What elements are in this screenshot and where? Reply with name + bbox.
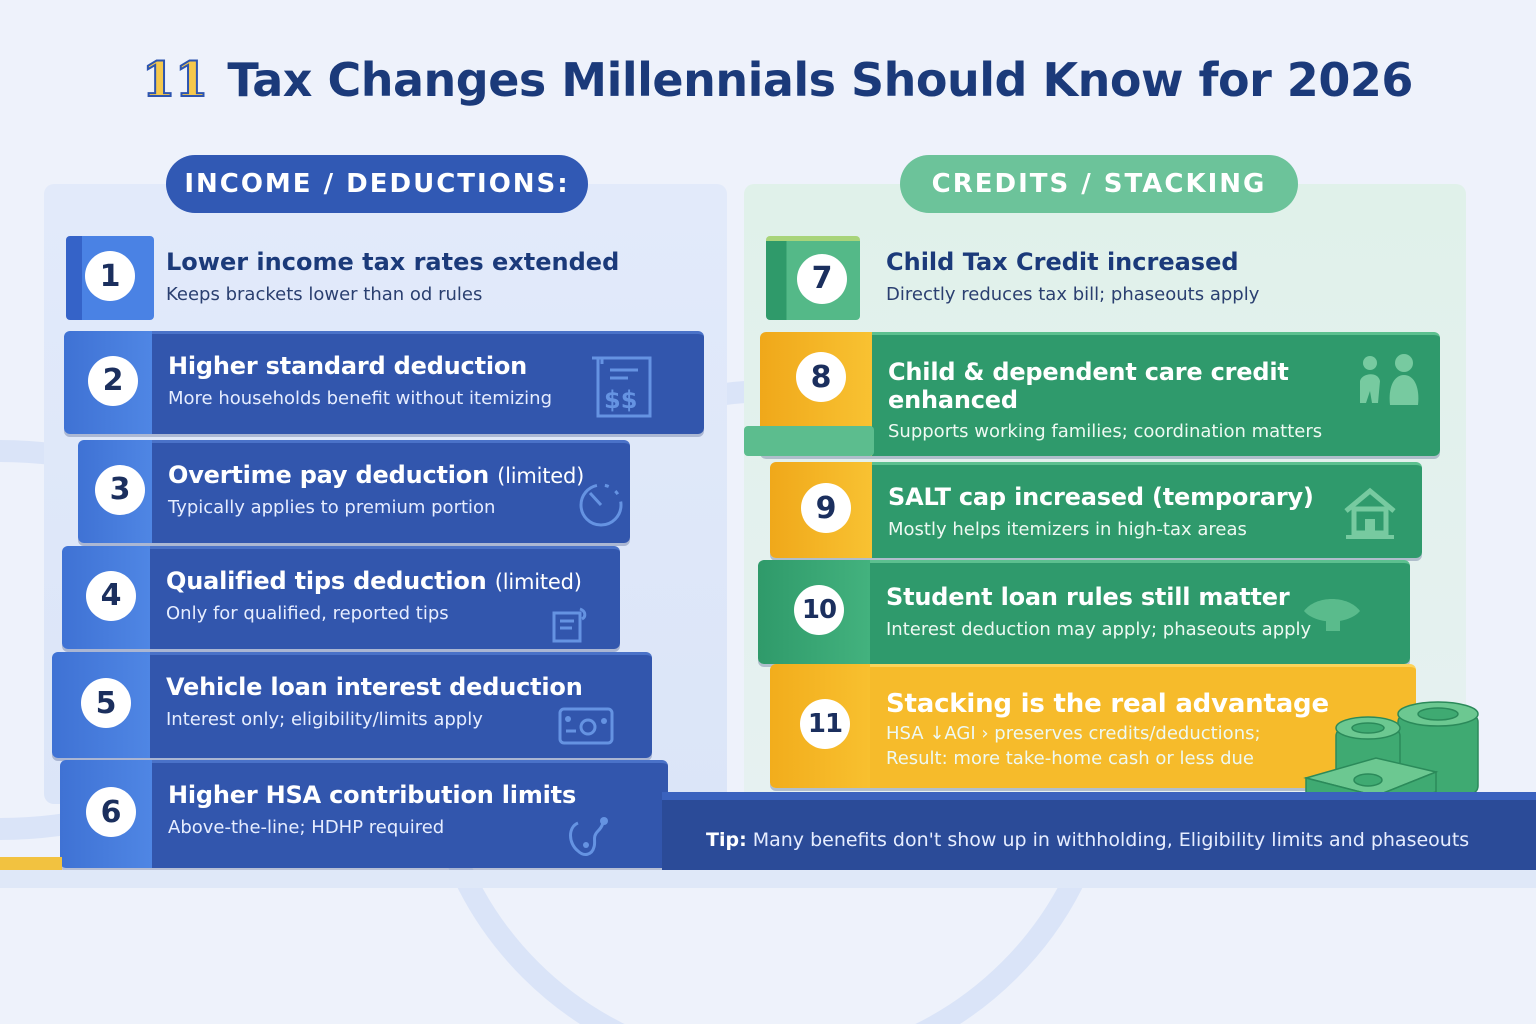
item-title: Child & dependent care credit — [888, 358, 1289, 386]
page-title: 11 Tax Changes Millennials Should Know f… — [141, 51, 1413, 109]
item-description: Keeps brackets lower than od rules — [166, 284, 483, 305]
svg-text:$$: $$ — [604, 386, 637, 414]
item-title: Overtime pay deduction (limited) — [168, 461, 585, 489]
number-badge: 1 — [85, 251, 135, 301]
item-title: Lower income tax rates extended — [166, 248, 620, 276]
item-qualifier: (limited) — [497, 464, 585, 488]
item-title: Student loan rules still matter — [886, 583, 1290, 611]
number-badge: 7 — [797, 253, 847, 304]
item-8: 8 Child & dependent care credit enhanced… — [760, 332, 1440, 456]
tip-receipt-icon — [552, 607, 587, 643]
tip-text: Many benefits don't show up in withholdi… — [746, 829, 1470, 851]
item-description: More households benefit without itemizin… — [168, 388, 553, 409]
item-title: Higher HSA contribution limits — [168, 781, 577, 809]
number-badge: 4 — [86, 570, 136, 621]
item-title: Vehicle loan interest deduction — [166, 673, 583, 701]
section-pill-credits-stacking: CREDITS / STACKING — [900, 155, 1298, 213]
title-text: Tax Changes Millennials Should Know for … — [227, 53, 1413, 107]
item-1-cube: 1 — [66, 236, 154, 320]
item-4: 4 Qualified tips deduction (limited) Onl… — [62, 546, 620, 649]
item-8-ledge — [744, 426, 874, 456]
item-description: Directly reduces tax bill; phaseouts app… — [886, 284, 1260, 305]
receipt-dollar-icon: $$ — [592, 356, 652, 418]
number-badge: 10 — [794, 585, 844, 635]
number-badge: 6 — [86, 787, 136, 837]
stethoscope-icon — [569, 817, 608, 856]
item-title: Higher standard deduction — [168, 352, 528, 380]
stopwatch-icon — [579, 483, 623, 527]
item-11: 11 Stacking is the real advantage HSA ↓A… — [770, 664, 1416, 788]
item-title: Stacking is the real advantage — [886, 689, 1329, 719]
title-number: 11 — [141, 51, 209, 109]
item-description: Only for qualified, reported tips — [166, 603, 449, 624]
number-badge: 9 — [801, 483, 851, 533]
ground-strip — [0, 870, 1536, 888]
family-icon — [1360, 354, 1419, 405]
graduation-cap-icon — [1304, 599, 1360, 631]
item-title: Child Tax Credit increased — [886, 248, 1239, 276]
number-badge: 8 — [796, 352, 846, 402]
item-description: Interest only; eligibility/limits apply — [166, 709, 483, 730]
item-title: Qualified tips deduction (limited) — [166, 567, 582, 595]
money-stack-icon — [1303, 701, 1479, 808]
item-5: 5 Vehicle loan interest deduction Intere… — [52, 652, 652, 758]
item-7-cube: 7 — [766, 236, 860, 320]
tip-banner: Tip: Many benefits don't show up in with… — [662, 792, 1536, 870]
number-badge: 11 — [800, 699, 850, 749]
item-description-line2: Result: more take-home cash or less due — [886, 748, 1254, 769]
tip-label: Tip: — [706, 829, 747, 851]
item-title-line2: enhanced — [888, 386, 1018, 414]
item-6: 6 Higher HSA contribution limits Above-t… — [60, 760, 668, 868]
item-description: Typically applies to premium portion — [168, 497, 496, 518]
item-7: 7 Child Tax Credit increased Directly re… — [766, 236, 1366, 320]
item-description: Supports working families; coordination … — [888, 421, 1323, 442]
house-icon — [1344, 487, 1396, 539]
item-10: 10 Student loan rules still matter Inter… — [758, 560, 1410, 664]
item-2: 2 Higher standard deduction More househo… — [64, 331, 704, 434]
item-description: HSA ↓AGI › preserves credits/deductions; — [886, 723, 1261, 744]
item-qualifier: (limited) — [494, 570, 582, 594]
cash-bill-icon — [558, 707, 614, 745]
item-description: Above-the-line; HDHP required — [168, 817, 445, 838]
item-title: SALT cap increased (temporary) — [888, 483, 1314, 511]
item-1: 1 Lower income tax rates extended Keeps … — [66, 236, 666, 320]
item-description: Interest deduction may apply; phaseouts … — [886, 619, 1312, 640]
number-badge: 2 — [88, 355, 138, 406]
number-badge: 5 — [81, 678, 131, 728]
item-description: Mostly helps itemizers in high-tax areas — [888, 519, 1247, 540]
item-3: 3 Overtime pay deduction (limited) Typic… — [78, 440, 630, 543]
item-9: 9 SALT cap increased (temporary) Mostly … — [770, 462, 1422, 558]
decorative-strip — [0, 857, 62, 870]
section-pill-income-deductions: INCOME / DEDUCTIONS: — [166, 155, 588, 213]
number-badge: 3 — [95, 464, 145, 515]
